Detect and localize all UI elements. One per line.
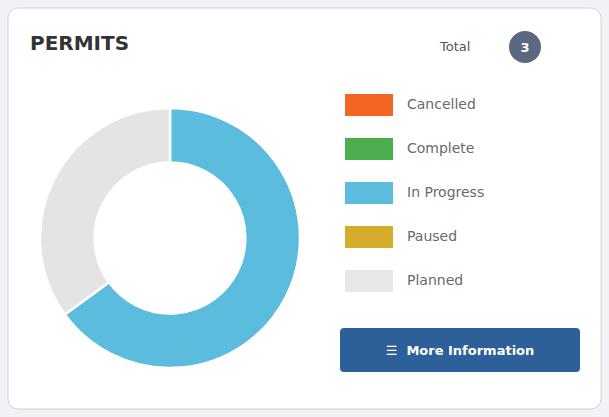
legend-swatch: [345, 270, 393, 292]
legend-swatch: [345, 226, 393, 248]
legend-swatch: [345, 94, 393, 116]
legend-label: Cancelled: [407, 96, 476, 112]
legend-label: In Progress: [407, 184, 484, 200]
title: PERMITS: [30, 31, 129, 55]
legend-swatch: [345, 182, 393, 204]
button[interactable]: [340, 328, 580, 372]
donut: [40, 108, 300, 368]
slice: [40, 108, 170, 314]
legend-label: Paused: [407, 228, 457, 244]
legend-swatch: [345, 138, 393, 160]
button-text[interactable]: ☰ More Information: [386, 343, 535, 358]
card: [8, 8, 601, 409]
total-label: Total: [439, 39, 470, 54]
total-value: 3: [520, 40, 529, 55]
legend-label: Complete: [407, 140, 474, 156]
legend-label: Planned: [407, 272, 463, 288]
total-badge: [509, 31, 541, 63]
legend: Cancelled Complete In Progress Paused Planne…: [345, 94, 484, 292]
chart: PERMITS Total 3 Cancelled Complete In Progres…: [0, 0, 609, 417]
